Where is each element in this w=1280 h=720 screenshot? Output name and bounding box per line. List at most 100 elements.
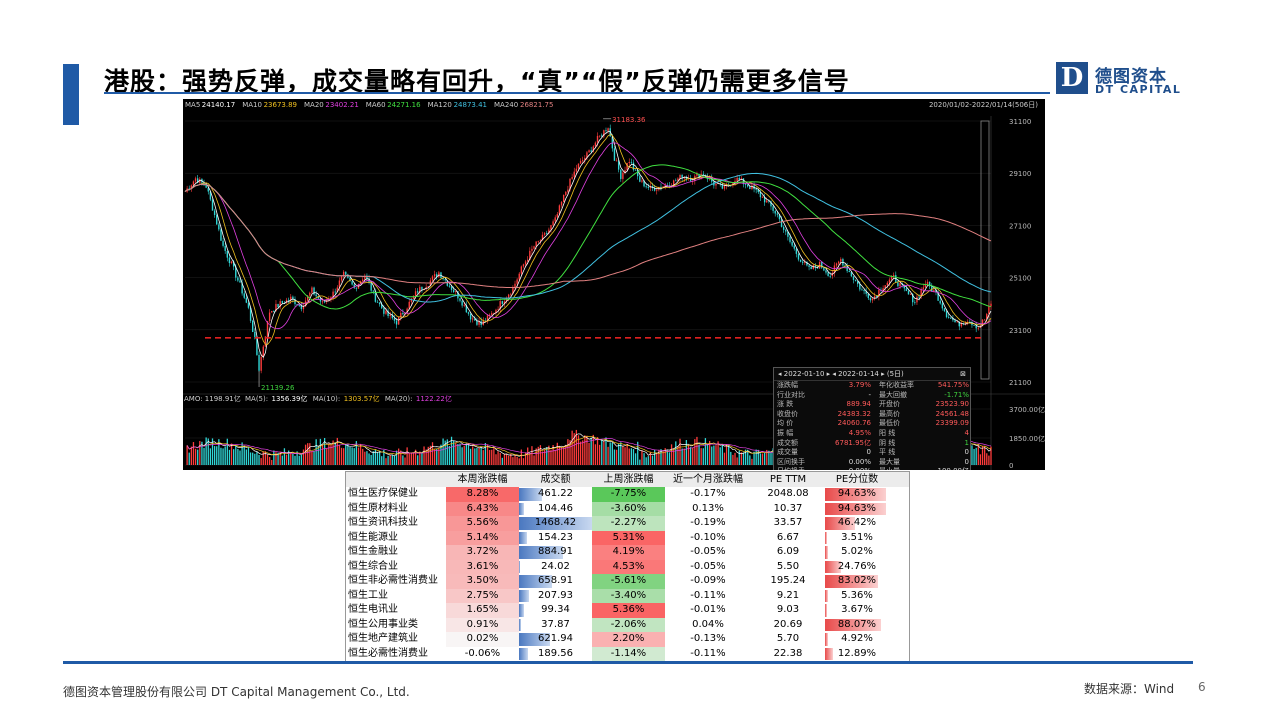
table-header-cell[interactable]: 本周涨跌幅 bbox=[457, 474, 508, 485]
popup-value: 0 bbox=[964, 457, 969, 466]
table-row: 恒生医疗保健业 8.28% 461.22 -7.75% -0.17% 2048.08 94.… bbox=[346, 487, 909, 502]
candle-body bbox=[342, 271, 345, 277]
candle-body bbox=[476, 320, 478, 325]
candle-body bbox=[920, 289, 922, 297]
candle-body bbox=[914, 302, 916, 304]
table-cell: -3.60% bbox=[592, 501, 665, 516]
table-cell: -0.05% bbox=[665, 560, 751, 575]
candle-body bbox=[725, 184, 728, 186]
candle-body bbox=[755, 189, 757, 190]
candle-body bbox=[641, 180, 643, 182]
candle-body bbox=[387, 310, 389, 317]
cell-text: 9.03 bbox=[776, 604, 800, 615]
popup-start-date[interactable]: 2022-01-10 bbox=[783, 370, 825, 378]
popup-end-date[interactable]: 2022-01-14 bbox=[838, 370, 879, 378]
cell-text: 1468.42 bbox=[534, 517, 577, 528]
table-header-cell[interactable] bbox=[346, 472, 446, 487]
candle-body bbox=[861, 289, 863, 291]
popup-prev-arrow[interactable]: ◂ bbox=[778, 370, 782, 378]
cell-text: 99.34 bbox=[541, 604, 570, 615]
candle-body bbox=[340, 276, 343, 281]
table-cell: 104.46 bbox=[519, 502, 592, 517]
cell-text: 20.69 bbox=[773, 618, 803, 630]
turnover-bar bbox=[519, 647, 529, 660]
candle-body bbox=[905, 288, 908, 292]
candle-body bbox=[531, 248, 533, 251]
candle-body bbox=[389, 314, 391, 317]
popup-value: 4.95% bbox=[848, 428, 871, 437]
candle-body bbox=[810, 266, 812, 270]
popup-label: 阳 线 bbox=[879, 428, 896, 437]
cell-text: 83.02% bbox=[837, 575, 877, 586]
cell-text: 3.61% bbox=[466, 560, 499, 572]
candle-body bbox=[630, 161, 633, 163]
candle-body bbox=[569, 178, 571, 190]
candle-body bbox=[852, 276, 855, 280]
table-header-cell[interactable]: 近一个月涨跌幅 bbox=[673, 474, 743, 485]
candle-body bbox=[558, 205, 561, 215]
y-tick-label: 21100 bbox=[1009, 379, 1031, 387]
candle-body bbox=[370, 282, 372, 291]
cell-text: 195.24 bbox=[770, 575, 806, 586]
candle-body bbox=[882, 288, 884, 291]
table-cell: 24.76% bbox=[825, 560, 889, 575]
cell-text: 6.09 bbox=[776, 546, 800, 557]
candle-body bbox=[808, 265, 810, 267]
candle-body bbox=[890, 276, 893, 280]
candle-body bbox=[918, 296, 920, 298]
y-tick-label: 25100 bbox=[1009, 275, 1031, 283]
candle-body bbox=[848, 271, 850, 272]
table-header-cell[interactable]: PE TTM bbox=[769, 474, 807, 485]
table-header-cell[interactable]: PE分位数 bbox=[835, 474, 879, 485]
table-cell: -0.05% bbox=[665, 545, 751, 560]
ma-legend-value: 23402.21 bbox=[325, 101, 358, 109]
candle-body bbox=[345, 271, 347, 275]
candle-body bbox=[268, 312, 271, 321]
candle-body bbox=[833, 265, 836, 273]
candle-body bbox=[243, 293, 245, 298]
candle-body bbox=[245, 297, 248, 303]
ma-legend-value: 23673.89 bbox=[264, 101, 297, 109]
cell-text: 5.56% bbox=[466, 517, 499, 528]
volume-tick-label: 0 bbox=[1009, 462, 1013, 470]
table-header-cell[interactable]: 成交额 bbox=[540, 474, 571, 485]
candle-body bbox=[806, 261, 808, 266]
candle-body bbox=[859, 283, 861, 290]
vertical-scrollbar bbox=[980, 120, 990, 380]
candle-body bbox=[700, 173, 702, 179]
candle-body bbox=[241, 282, 243, 294]
candle-body bbox=[981, 319, 984, 326]
candle-body bbox=[683, 176, 685, 179]
candle-body bbox=[300, 305, 303, 310]
cell-text: 8.28% bbox=[466, 488, 499, 499]
candle-body bbox=[400, 313, 402, 317]
candle-body bbox=[973, 325, 975, 326]
page-number: 6 bbox=[1198, 680, 1206, 694]
date-range-label: 2020/01/02-2022/01/14(506日) bbox=[929, 101, 1038, 109]
cell-text: 0.13% bbox=[692, 502, 724, 514]
ma-legend-value: 24271.16 bbox=[387, 101, 421, 109]
popup-label: 最大回撤 bbox=[879, 390, 907, 399]
candle-body bbox=[383, 308, 385, 314]
candle-body bbox=[548, 229, 550, 234]
ma-line-ma240 bbox=[184, 183, 992, 288]
popup-value: 24060.76 bbox=[837, 419, 871, 428]
candle-body bbox=[799, 259, 802, 262]
cell-text: -3.40% bbox=[610, 589, 647, 601]
candle-body bbox=[522, 264, 525, 267]
table-header-cell[interactable]: 上周涨跌幅 bbox=[603, 474, 654, 485]
candle-body bbox=[702, 173, 704, 175]
candle-body bbox=[190, 185, 193, 189]
cell-text: 33.57 bbox=[773, 517, 803, 528]
candle-body bbox=[188, 188, 190, 190]
candle-body bbox=[660, 186, 662, 188]
candle-body bbox=[579, 160, 582, 164]
candle-body bbox=[744, 184, 747, 185]
popup-next-arrow[interactable]: ▸ bbox=[881, 370, 885, 378]
candle-body bbox=[594, 142, 597, 147]
table-cell: 恒生公用事业类 bbox=[346, 618, 446, 633]
table-cell: -1.14% bbox=[592, 646, 665, 661]
candle-body bbox=[804, 261, 806, 263]
close-icon[interactable]: ⊠ bbox=[960, 370, 966, 378]
candle-body bbox=[751, 185, 753, 190]
